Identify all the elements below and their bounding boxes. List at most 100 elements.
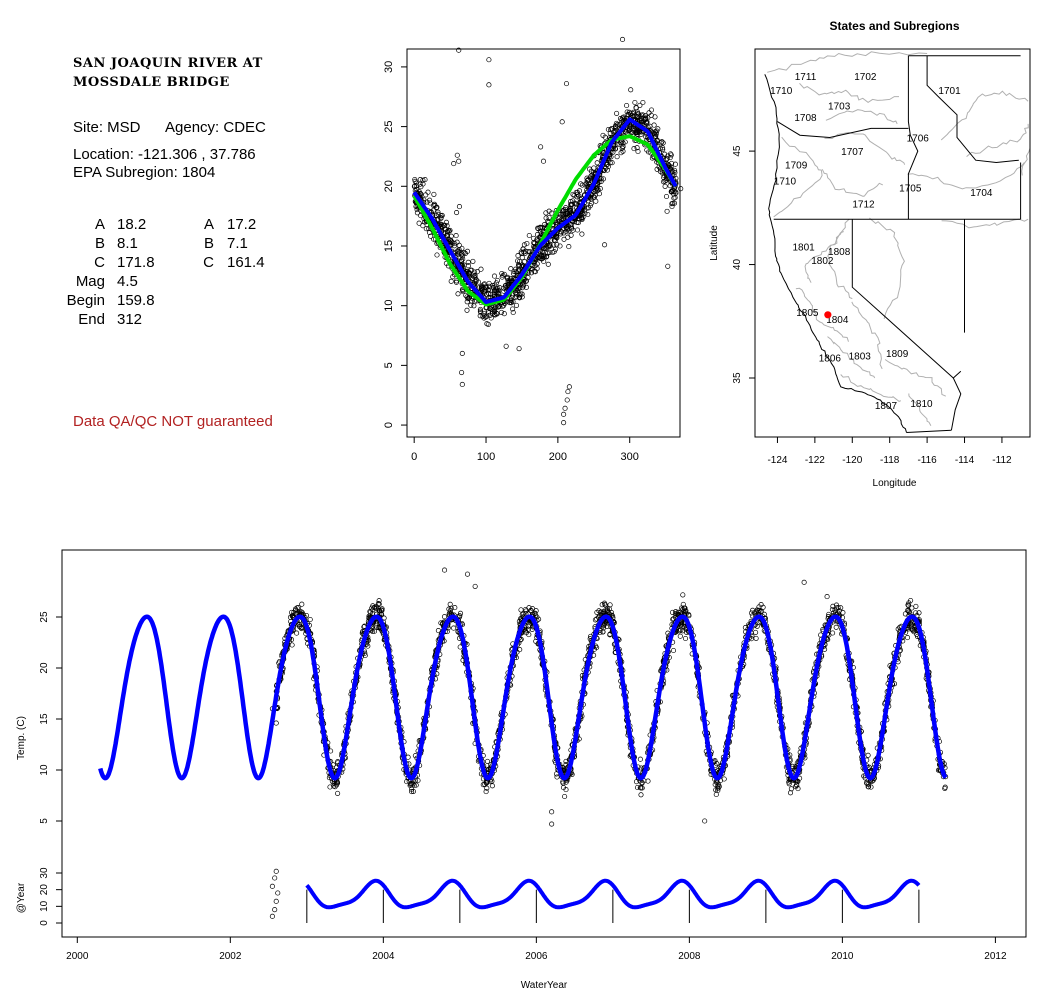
series-observation-point (563, 787, 569, 793)
observation-point (541, 222, 547, 228)
outlier-point (454, 152, 460, 158)
series-x-axis-label: WaterYear (521, 980, 568, 991)
subregion-boundary-line (795, 287, 849, 342)
series-observation-point (529, 626, 535, 632)
observation-point (456, 242, 462, 248)
observation-point (520, 246, 526, 252)
observation-point (574, 227, 581, 233)
observation-point (579, 211, 585, 217)
observation-point (659, 170, 665, 176)
param-left-value: 312 (117, 311, 143, 328)
observation-point (420, 177, 426, 183)
observation-point (472, 272, 478, 278)
observation-point (631, 146, 637, 152)
observation-point (492, 287, 498, 293)
observation-point (481, 312, 487, 319)
observation-point (458, 252, 464, 258)
observation-point (414, 210, 420, 216)
observation-point (634, 126, 640, 132)
map-x-tick-label: -122 (805, 455, 825, 466)
observation-point (481, 281, 488, 287)
observation-point (464, 307, 470, 313)
x-tick-label: 0 (411, 451, 417, 463)
series-observation-point (787, 790, 794, 796)
lower-axis-point (269, 883, 275, 889)
observation-point (585, 176, 591, 182)
observation-point (668, 164, 674, 170)
series-observation-point (303, 612, 310, 619)
observation-point (568, 232, 574, 238)
observation-point (628, 87, 634, 93)
observation-point (627, 126, 633, 133)
subregion-boundaries (767, 51, 1030, 426)
observation-point (669, 203, 675, 210)
series-observation-point (829, 606, 835, 613)
observation-point (607, 160, 613, 166)
observation-point (459, 245, 465, 251)
observation-point (478, 266, 484, 272)
observation-point (428, 233, 434, 239)
series-observation-point (307, 616, 313, 623)
observation-point (624, 102, 630, 109)
series-observation-point (294, 630, 300, 636)
observation-point (425, 189, 431, 195)
subregion-boundary-line (907, 162, 1025, 190)
region-label: 1710 (774, 177, 797, 188)
observation-point (619, 117, 625, 123)
param-left-value: 4.5 (117, 273, 138, 290)
observation-point (464, 248, 471, 254)
subregion-boundary-line (941, 218, 1029, 229)
map-x-tick-label: -116 (917, 455, 937, 466)
observation-point (671, 200, 678, 206)
param-left-label: Mag (75, 273, 105, 290)
green-fit-line (412, 134, 678, 307)
observation-point (584, 175, 590, 181)
observation-point (646, 110, 652, 116)
series-x-tick-label: 2000 (66, 951, 89, 962)
outlier-point (456, 47, 462, 53)
outlier-point (459, 350, 465, 356)
region-label: 1803 (849, 351, 872, 362)
year-y-tick-label: 30 (39, 867, 50, 879)
series-observation-point (865, 752, 871, 758)
series-outlier-point (273, 720, 279, 726)
observation-point (669, 201, 675, 207)
observation-point (513, 302, 520, 308)
outlier-point (619, 36, 626, 42)
series-observation-point (913, 610, 919, 616)
region-label: 1805 (796, 308, 819, 319)
series-observation-point (754, 623, 760, 629)
observation-point (568, 199, 574, 205)
region-label: 1706 (907, 133, 930, 144)
outlier-point (665, 263, 671, 269)
observation-point (652, 114, 658, 120)
observation-point (452, 240, 458, 247)
subregion-boundary-line (840, 374, 902, 402)
outlier-point (561, 420, 567, 426)
subregion-boundary-line (1021, 147, 1030, 176)
temp-axis-label: Temp. (C) (16, 716, 27, 760)
observation-point (613, 120, 619, 126)
observation-point (660, 146, 666, 153)
observation-point (523, 284, 529, 290)
outlier-point (563, 81, 570, 87)
outlier-point (459, 369, 465, 376)
observation-point (617, 116, 624, 122)
observation-point (580, 214, 586, 220)
observation-point (520, 279, 526, 285)
outlier-point (503, 343, 509, 349)
qa-disclaimer: Data QA/QC NOT guaranteed (73, 413, 273, 430)
series-frame (61, 549, 1027, 938)
observation-point (568, 201, 574, 207)
observation-point (433, 212, 439, 218)
region-label: 1708 (794, 113, 817, 124)
region-label: 1709 (785, 161, 808, 172)
series-observation-point (913, 603, 919, 609)
site-marker (824, 311, 832, 319)
observation-point (453, 233, 459, 239)
region-label: 1807 (875, 401, 898, 412)
observation-point (531, 235, 537, 241)
region-label: 1802 (811, 256, 834, 267)
observation-point (439, 212, 445, 218)
observation-point (488, 315, 494, 321)
